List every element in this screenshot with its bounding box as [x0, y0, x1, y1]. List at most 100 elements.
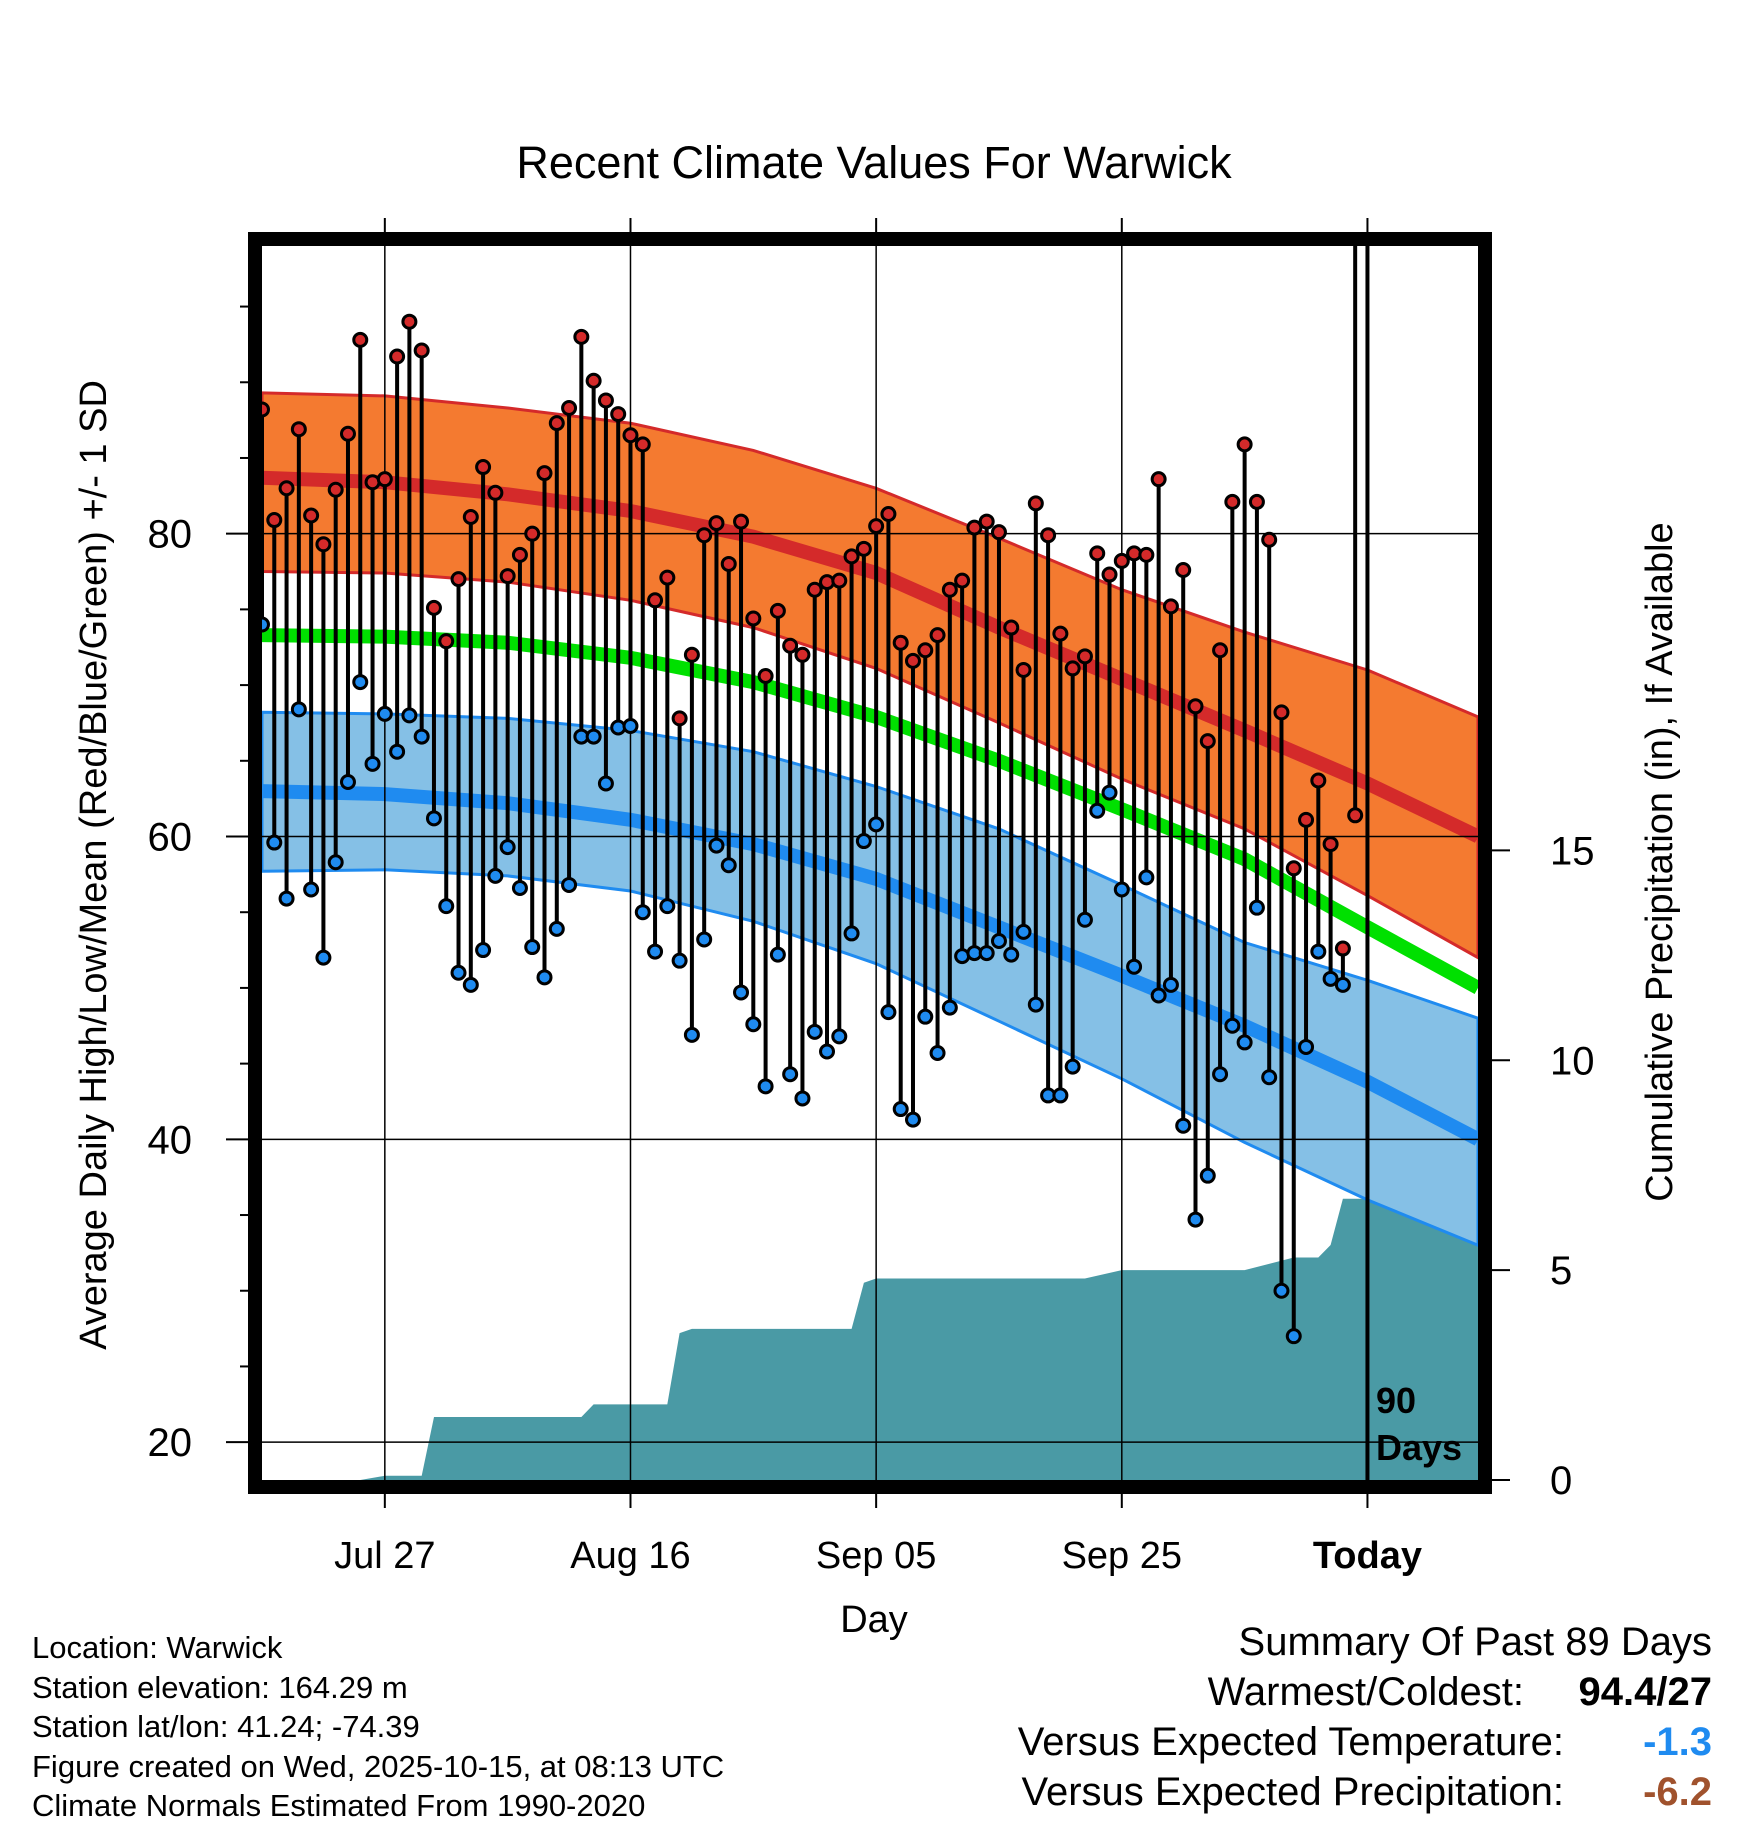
daily-low-point: [327, 854, 344, 871]
warmest-coldest-row: Warmest/Coldest: 94.4/27: [952, 1670, 1712, 1720]
daily-high-point: [917, 642, 934, 659]
y-tick-label: 60: [148, 816, 193, 860]
daily-low-point: [1076, 911, 1093, 928]
daily-low-point: [1138, 869, 1155, 886]
daily-high-point: [696, 527, 713, 544]
daily-high-point: [1027, 495, 1044, 512]
daily-high-point: [1285, 860, 1302, 877]
station-info: Location: Warwick Station elevation: 164…: [32, 1628, 724, 1826]
daily-low-point: [1150, 987, 1167, 1004]
daily-high-point: [290, 421, 307, 438]
temp-departure-label: Versus Expected Temperature:: [1017, 1720, 1564, 1764]
daily-low-point: [671, 952, 688, 969]
daily-low-point: [831, 1028, 848, 1045]
daily-low-point: [855, 833, 872, 850]
created-text: Figure created on Wed, 2025-10-15, at 08…: [32, 1748, 725, 1784]
daily-low-point: [757, 1078, 774, 1095]
daily-low-point: [1101, 784, 1118, 801]
daily-high-point: [425, 599, 442, 616]
daily-low-point: [1003, 946, 1020, 963]
daily-low-point: [819, 1043, 836, 1060]
daily-high-point: [548, 415, 565, 432]
daily-low-point: [266, 834, 283, 851]
daily-low-point: [425, 810, 442, 827]
daily-low-point: [1052, 1087, 1069, 1104]
daily-high-point: [561, 400, 578, 417]
daily-high-point: [1273, 704, 1290, 721]
daily-high-point: [1150, 471, 1167, 488]
daily-high-point: [1261, 531, 1278, 548]
daily-low-point: [880, 1004, 897, 1021]
daily-low-point: [1248, 899, 1265, 916]
daily-high-point: [978, 513, 995, 530]
daily-low-point: [1126, 958, 1143, 975]
daily-low-point: [929, 1045, 946, 1062]
daily-low-point: [868, 816, 885, 833]
daily-high-point: [401, 313, 418, 330]
daily-high-point: [597, 392, 614, 409]
daily-high-point: [585, 372, 602, 389]
daily-low-point: [1298, 1038, 1315, 1055]
precip-departure-value: -6.2: [1643, 1770, 1712, 1814]
daily-low-point: [499, 839, 516, 856]
y2-axis-label: Cumulative Precipitation (in), If Availa…: [1639, 522, 1681, 1201]
daily-low-point: [475, 942, 492, 959]
daily-low-point: [1015, 923, 1032, 940]
warmest-coldest-value: 94.4/27: [1578, 1670, 1712, 1714]
daily-high-point: [892, 634, 909, 651]
daily-low-point: [769, 946, 786, 963]
daily-high-point: [499, 568, 516, 585]
daily-low-point: [794, 1090, 811, 1107]
daily-low-point: [708, 837, 725, 854]
daily-high-point: [438, 633, 455, 650]
daily-high-point: [1224, 493, 1241, 510]
daily-high-point: [1310, 772, 1327, 789]
daily-low-point: [262, 616, 270, 633]
daily-high-point: [339, 425, 356, 442]
warmest-coldest-label: Warmest/Coldest:: [1207, 1670, 1524, 1714]
daily-low-point: [487, 867, 504, 884]
daily-high-point: [266, 512, 283, 529]
daily-high-point: [511, 546, 528, 563]
daily-high-point: [1162, 598, 1179, 615]
daily-high-point: [831, 572, 848, 589]
daily-high-point: [855, 540, 872, 557]
daily-low-point: [1224, 1017, 1241, 1034]
daily-low-point: [733, 984, 750, 1001]
daily-high-point: [1347, 807, 1364, 824]
summary-title-row: Summary Of Past 89 Days: [952, 1620, 1712, 1670]
daily-low-point: [917, 1008, 934, 1025]
daily-high-point: [880, 505, 897, 522]
axes: Jul 27 Aug 16 Sep 05 Sep 25 Today 20 40 60 80 0 5 1…: [148, 218, 1595, 1577]
daily-low-point: [561, 876, 578, 893]
daily-low-point: [978, 945, 995, 962]
daily-low-point: [352, 674, 369, 691]
daily-low-point: [806, 1023, 823, 1040]
daily-low-point: [1322, 970, 1339, 987]
daily-low-point: [659, 898, 676, 915]
x-tick-label: Sep 05: [816, 1535, 936, 1577]
daily-high-point: [327, 481, 344, 498]
plot-area: [262, 246, 1478, 1480]
summary-panel: Summary Of Past 89 Days Warmest/Coldest:…: [952, 1620, 1712, 1820]
daily-low-point: [782, 1066, 799, 1083]
precip-area: [262, 1198, 1478, 1480]
y-tick-label: 40: [148, 1118, 193, 1162]
x-tick-label: Today: [1313, 1535, 1422, 1577]
daily-low-point: [1310, 943, 1327, 960]
daily-low-point: [364, 755, 381, 772]
daily-high-point: [475, 459, 492, 476]
daily-low-point: [548, 920, 565, 937]
daily-high-point: [966, 519, 983, 536]
daily-high-point: [659, 569, 676, 586]
daily-high-point: [315, 536, 332, 553]
summary-title: Summary Of Past 89 Days: [1238, 1620, 1712, 1664]
daily-high-point: [1175, 562, 1192, 579]
today-days-count: 90: [1376, 1380, 1416, 1421]
daily-low-point: [1199, 1167, 1216, 1184]
daily-low-point: [745, 1016, 762, 1033]
daily-low-point: [720, 857, 737, 874]
daily-low-point: [536, 969, 553, 986]
plot-frame: [248, 232, 1492, 1494]
